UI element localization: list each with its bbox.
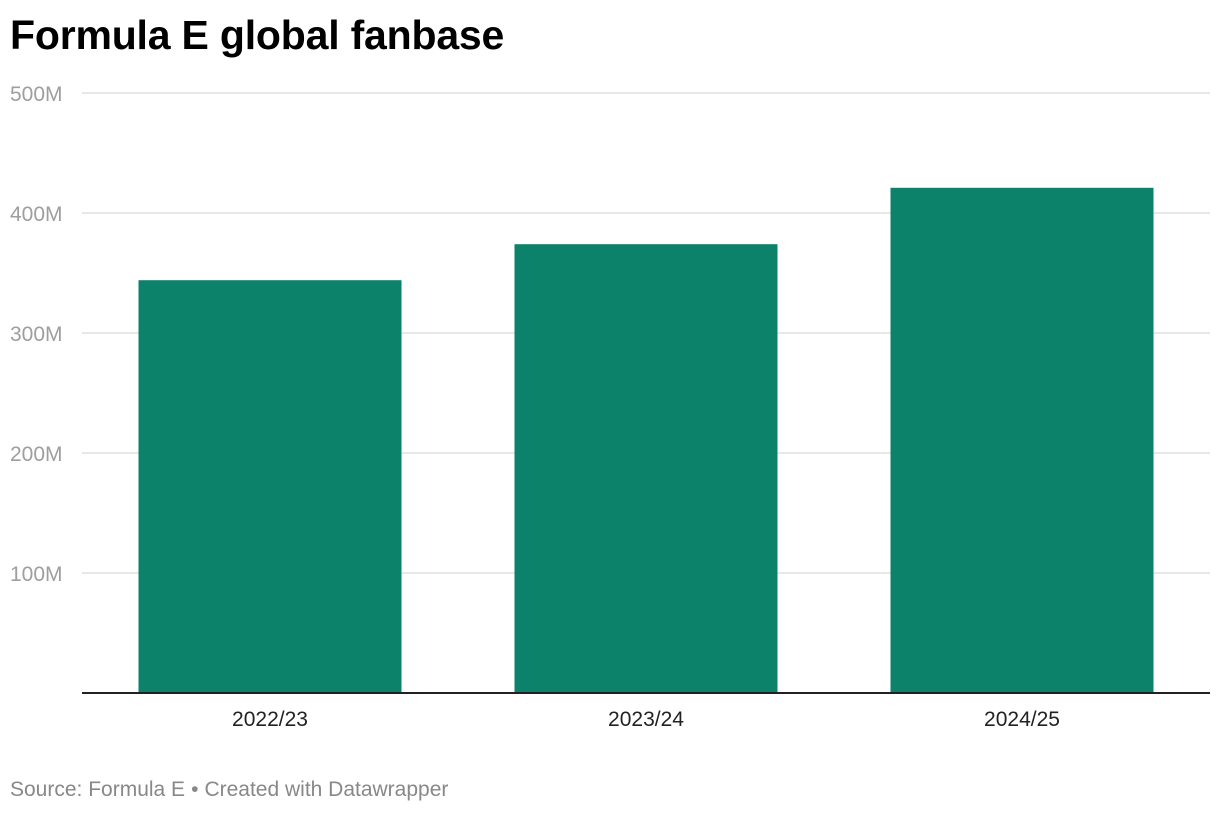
x-tick-label: 2024/25: [984, 708, 1060, 731]
y-tick-label: 300M: [10, 323, 63, 346]
credit-link[interactable]: Created with Datawrapper: [204, 778, 449, 801]
y-tick-label: 100M: [10, 563, 63, 586]
bar-2024-25[interactable]: [890, 187, 1154, 694]
chart-title: Formula E global fanbase: [10, 12, 505, 58]
bar-2022-23[interactable]: [138, 280, 402, 693]
y-tick-label: 500M: [10, 83, 63, 106]
bar-2023-24[interactable]: [514, 244, 778, 693]
bars: [138, 187, 1154, 694]
x-tick-label: 2023/24: [608, 708, 684, 731]
source-note: Source: Formula E: [10, 778, 186, 801]
x-tick-labels: 2022/23 2023/24 2024/25: [232, 708, 1060, 731]
x-tick-label: 2022/23: [232, 708, 308, 731]
footer-separator: •: [191, 778, 199, 801]
y-tick-label: 200M: [10, 443, 63, 466]
y-tick-label: 400M: [10, 203, 63, 226]
y-tick-labels: 100M 200M 300M 400M 500M: [10, 83, 63, 586]
chart-footer: Source: Formula E • Created with Datawrapp…: [10, 777, 448, 803]
